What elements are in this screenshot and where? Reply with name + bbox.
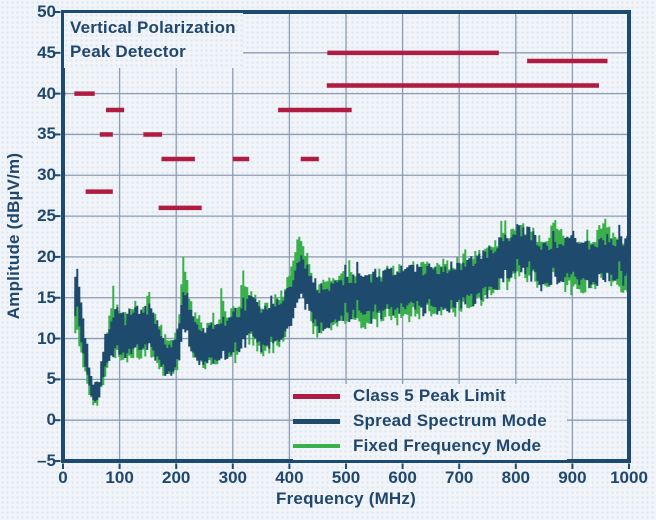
x-tick-label: 500	[331, 468, 361, 487]
spread-spectrum-trace	[74, 224, 630, 402]
y-tick-label: 40	[37, 83, 56, 103]
legend-label: Class 5 Peak Limit	[353, 386, 506, 405]
chart-title: Vertical Polarization Peak Detector	[64, 13, 243, 68]
y-tick-label: 45	[37, 42, 56, 62]
chart-title-line-1: Vertical Polarization	[70, 18, 236, 37]
x-tick-label: 800	[501, 468, 530, 487]
legend-swatch-blue-line	[293, 418, 340, 424]
legend-item-spread-spectrum-mode: Spread Spectrum Mode	[293, 409, 567, 433]
legend-label: Fixed Frequency Mode	[353, 436, 542, 455]
x-tick-label: 200	[162, 468, 191, 487]
chart-title-line-2: Peak Detector	[70, 42, 186, 61]
x-tick-label: 300	[218, 468, 247, 487]
y-tick-label: 50	[37, 2, 56, 21]
legend-item-class5-peak-limit: Class 5 Peak Limit	[293, 384, 567, 408]
y-tick-label: 10	[37, 328, 56, 348]
legend-swatch-green-line	[293, 444, 340, 448]
y-tick-label: –5	[37, 451, 56, 470]
x-tick-label: 1000	[610, 468, 648, 487]
y-tick-label: 0	[46, 410, 56, 430]
legend-item-fixed-frequency-mode: Fixed Frequency Mode	[293, 434, 567, 458]
y-tick-label: 35	[37, 124, 56, 144]
y-tick-label: 30	[37, 165, 56, 185]
x-axis-title: Frequency (MHz)	[276, 489, 416, 508]
x-tick-label: 700	[445, 468, 474, 487]
legend: Class 5 Peak Limit Spread Spectrum Mode …	[293, 384, 567, 460]
legend-swatch-red-line	[293, 393, 340, 399]
y-tick-label: 5	[46, 369, 56, 389]
legend-label: Spread Spectrum Mode	[353, 411, 547, 430]
x-tick-label: 100	[105, 468, 134, 487]
y-tick-label: 20	[37, 246, 56, 266]
x-tick-label: 400	[275, 468, 304, 487]
y-tick-label: 15	[37, 287, 56, 307]
x-tick-label: 600	[388, 468, 417, 487]
x-tick-label: 0	[58, 468, 68, 487]
y-tick-label: 25	[37, 206, 56, 226]
plot-border	[61, 10, 631, 463]
x-tick-label: 900	[558, 468, 587, 487]
